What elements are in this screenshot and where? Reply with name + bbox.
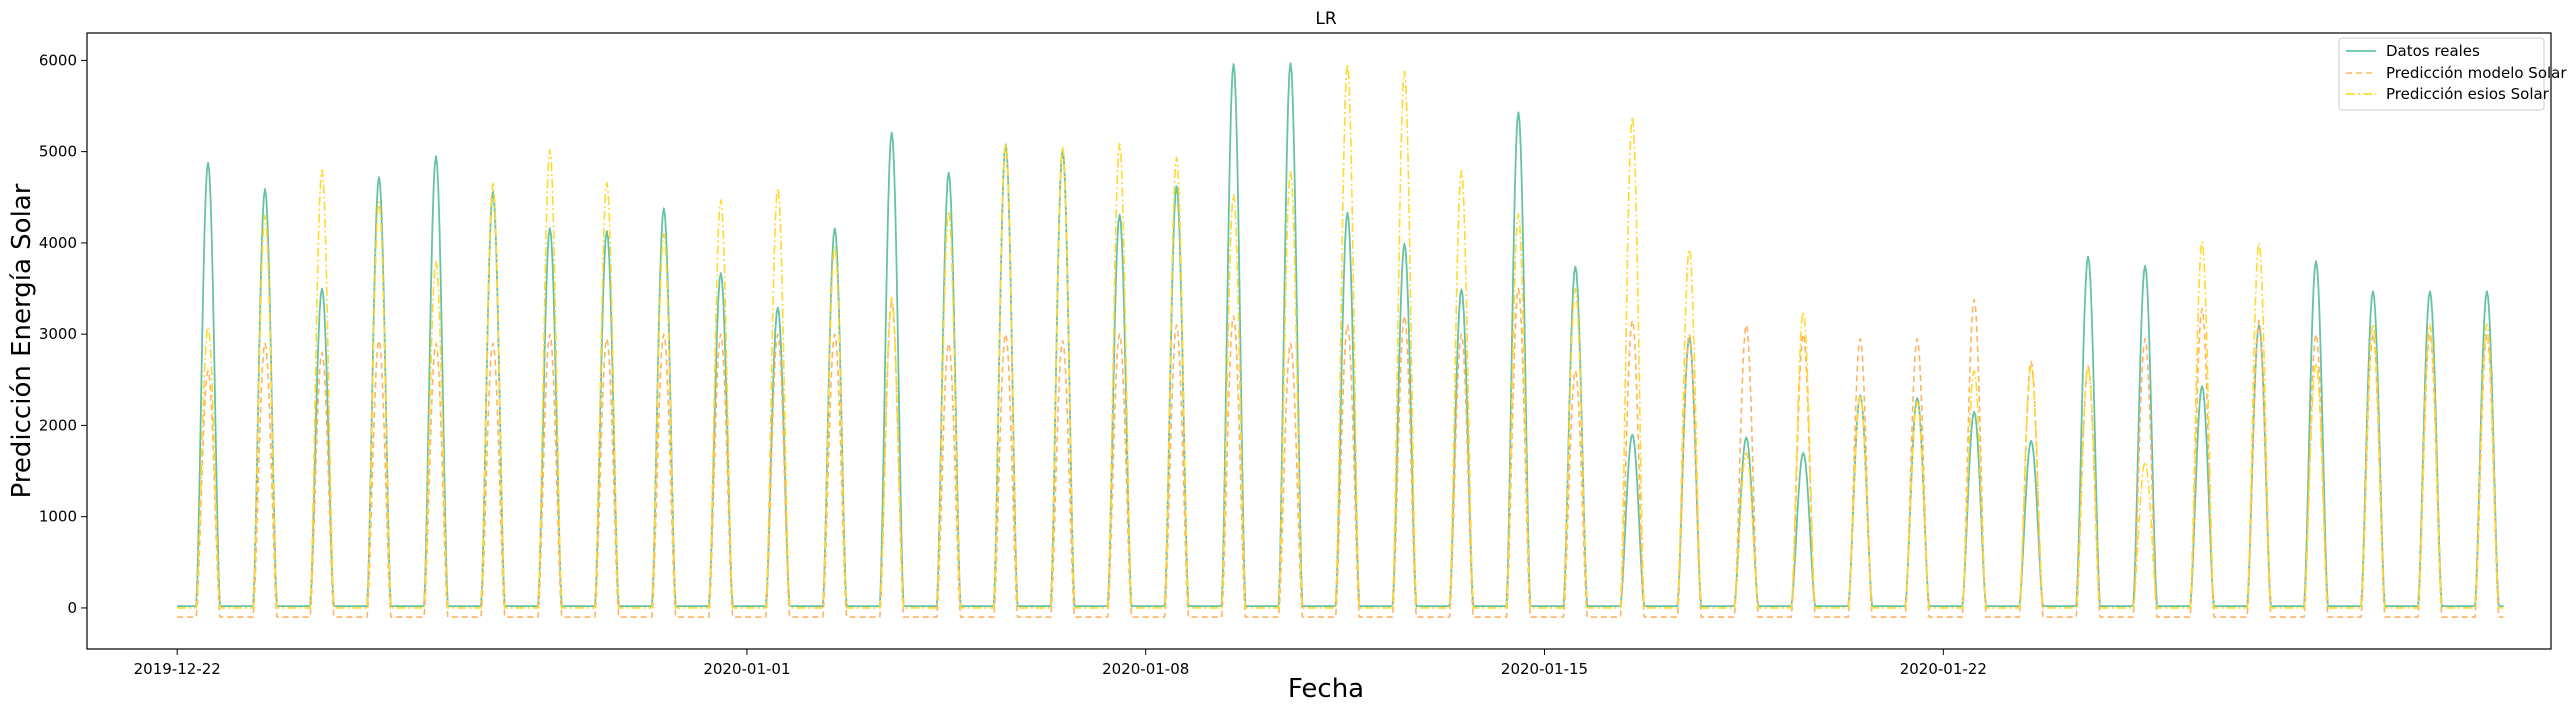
y-tick-label: 5000 bbox=[39, 143, 77, 161]
y-tick-label: 0 bbox=[67, 599, 77, 617]
y-tick-label: 1000 bbox=[39, 508, 77, 526]
x-axis-label: Fecha bbox=[1288, 674, 1364, 704]
series-line-1 bbox=[177, 287, 2504, 618]
legend-label-prediccion-esios: Predicción esios Solar bbox=[2386, 85, 2550, 103]
x-tick-label: 2020-01-01 bbox=[703, 660, 790, 678]
y-tick-label: 6000 bbox=[39, 51, 77, 69]
x-tick-label: 2020-01-08 bbox=[1102, 660, 1189, 678]
y-axis-label: Predicción Energía Solar bbox=[7, 183, 37, 498]
legend: Datos reales Predicción modelo Solar Pre… bbox=[2338, 37, 2567, 111]
legend-label-prediccion-modelo: Predicción modelo Solar bbox=[2386, 64, 2567, 82]
y-tick-label: 4000 bbox=[39, 234, 77, 252]
x-tick-label: 2020-01-22 bbox=[1900, 660, 1987, 678]
legend-label-datos-reales: Datos reales bbox=[2386, 42, 2480, 60]
series-line-0 bbox=[177, 62, 2504, 608]
tick-layer: 0 1000 2000 3000 4000 5000 6000 2019-12-22 2020-… bbox=[39, 51, 1987, 678]
x-tick-label: 2019-12-22 bbox=[134, 660, 221, 678]
series-line-2 bbox=[177, 63, 2504, 609]
chart-title: LR bbox=[1315, 9, 1336, 29]
plot-frame bbox=[86, 32, 2552, 650]
y-tick-label: 2000 bbox=[39, 416, 77, 434]
legend-box bbox=[2338, 37, 2545, 111]
x-tick-label: 2020-01-15 bbox=[1501, 660, 1588, 678]
y-tick-label: 3000 bbox=[39, 325, 77, 343]
series-layer bbox=[177, 62, 2504, 618]
